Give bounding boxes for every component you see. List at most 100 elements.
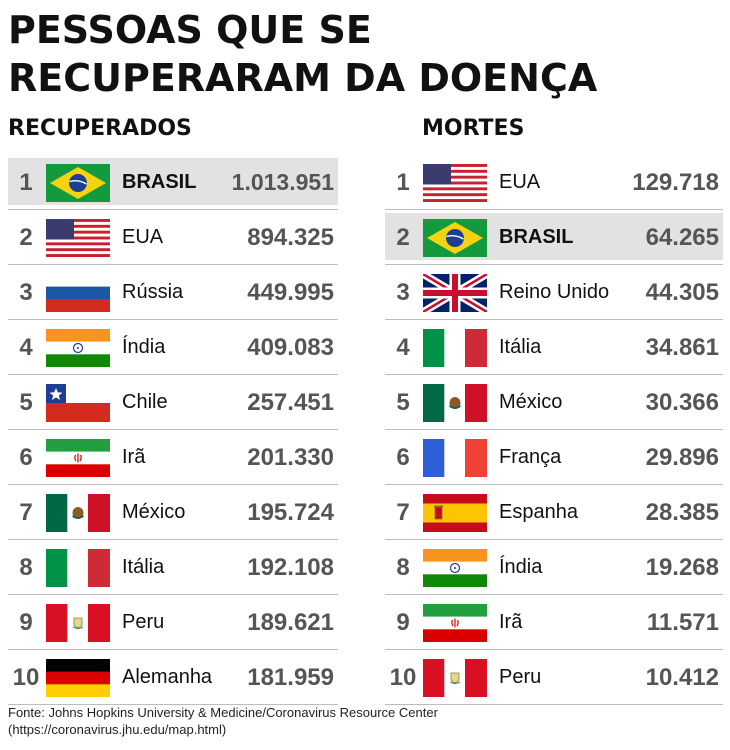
italy-flag-icon [423, 329, 487, 367]
table-row: 6 Irã 201.330 [8, 430, 338, 485]
count-value: 10.412 [645, 664, 719, 691]
rank-number: 10 [389, 664, 417, 691]
uk-flag-icon [423, 274, 487, 312]
country-name: Peru [499, 666, 542, 688]
table-row: 10 Peru 10.412 [385, 650, 723, 705]
rank-number: 9 [19, 609, 33, 636]
rank-number: 3 [19, 279, 33, 306]
chile-flag-icon [46, 384, 110, 422]
country-name: Alemanha [122, 666, 213, 688]
rank-number: 10 [12, 664, 40, 691]
count-value: 189.621 [247, 609, 334, 636]
mexico-flag-icon [423, 384, 487, 422]
count-value: 64.265 [645, 224, 719, 251]
country-name: Irã [499, 611, 523, 633]
rank-number: 6 [19, 444, 33, 471]
table-row: 7 México 195.724 [8, 485, 338, 540]
country-name: Itália [499, 336, 542, 358]
source-note: Fonte: Johns Hopkins University & Medici… [8, 704, 723, 738]
usa-flag-icon [46, 219, 110, 257]
country-name: Espanha [499, 501, 578, 523]
rank-number: 9 [396, 609, 410, 636]
table-row: 9 Irã 11.571 [385, 595, 723, 650]
title-line-2: RECUPERARAM DA DOENÇA [8, 56, 598, 100]
country-name: México [499, 391, 563, 413]
rank-number: 7 [19, 499, 33, 526]
source-line-2: (https://coronavirus.jhu.edu/map.html) [8, 722, 227, 737]
germany-flag-icon [46, 659, 110, 697]
count-value: 129.718 [632, 169, 719, 196]
count-value: 30.366 [645, 389, 719, 416]
rank-number: 5 [396, 389, 410, 416]
table-row: 3 Reino Unido 44.305 [385, 265, 723, 320]
rank-number: 3 [396, 279, 410, 306]
italy-flag-icon [46, 549, 110, 587]
table-row: 1 BRASIL 1.013.951 [8, 155, 338, 210]
country-name: Rússia [122, 281, 184, 303]
recovered-heading: RECUPERADOS [8, 116, 192, 141]
peru-flag-icon [423, 659, 487, 697]
table-row: 8 Itália 192.108 [8, 540, 338, 595]
iran-flag-icon [46, 439, 110, 477]
rank-number: 7 [396, 499, 410, 526]
page-title: PESSOAS QUE SE RECUPERARAM DA DOENÇA [8, 6, 728, 102]
count-value: 257.451 [247, 389, 334, 416]
title-line-1: PESSOAS QUE SE [8, 8, 372, 52]
spain-flag-icon [423, 494, 487, 532]
country-name: México [122, 501, 186, 523]
table-row: 2 EUA 894.325 [8, 210, 338, 265]
table-row: 8 Índia 19.268 [385, 540, 723, 595]
count-value: 409.083 [247, 334, 334, 361]
deaths-list: 1 EUA 129.718 2 BRASIL 64.265 3 Reino Unido 44.3… [385, 155, 723, 705]
brazil-flag-icon [423, 219, 487, 257]
table-row: 4 Itália 34.861 [385, 320, 723, 375]
russia-flag-icon [46, 274, 110, 312]
rank-number: 2 [396, 224, 410, 251]
count-value: 449.995 [247, 279, 334, 306]
count-value: 34.861 [645, 334, 719, 361]
country-name: França [499, 446, 562, 468]
count-value: 44.305 [645, 279, 719, 306]
table-row: 7 Espanha 28.385 [385, 485, 723, 540]
table-row: 4 Índia 409.083 [8, 320, 338, 375]
rank-number: 5 [19, 389, 33, 416]
table-row: 5 México 30.366 [385, 375, 723, 430]
count-value: 1.013.951 [231, 169, 334, 195]
rank-number: 6 [396, 444, 410, 471]
count-value: 19.268 [645, 554, 719, 581]
country-name: Peru [122, 611, 165, 633]
iran-flag-icon [423, 604, 487, 642]
source-line-1: Fonte: Johns Hopkins University & Medici… [8, 705, 438, 720]
country-name: Irã [122, 446, 146, 468]
country-name: Chile [122, 391, 168, 413]
table-row: 1 EUA 129.718 [385, 155, 723, 210]
usa-flag-icon [423, 164, 487, 202]
table-row: 10 Alemanha 181.959 [8, 650, 338, 705]
table-row: 9 Peru 189.621 [8, 595, 338, 650]
country-name: EUA [122, 226, 164, 248]
india-flag-icon [46, 329, 110, 367]
table-row: 2 BRASIL 64.265 [385, 210, 723, 265]
rank-number: 4 [396, 334, 410, 361]
count-value: 195.724 [247, 499, 334, 526]
country-name: BRASIL [122, 171, 197, 193]
rank-number: 2 [19, 224, 33, 251]
country-name: Índia [122, 336, 166, 358]
count-value: 192.108 [247, 554, 334, 581]
deaths-heading: MORTES [422, 116, 525, 141]
country-name: BRASIL [499, 226, 574, 248]
rank-number: 4 [19, 334, 33, 361]
country-name: EUA [499, 171, 541, 193]
rank-number: 8 [19, 554, 33, 581]
country-name: Reino Unido [499, 281, 610, 303]
count-value: 28.385 [645, 499, 719, 526]
table-row: 6 França 29.896 [385, 430, 723, 485]
peru-flag-icon [46, 604, 110, 642]
table-row: 3 Rússia 449.995 [8, 265, 338, 320]
rank-number: 8 [396, 554, 410, 581]
count-value: 29.896 [645, 444, 719, 471]
recovered-list: 1 BRASIL 1.013.951 2 EUA 894.325 3 Rússia 449.99… [8, 155, 338, 705]
india-flag-icon [423, 549, 487, 587]
count-value: 894.325 [247, 224, 334, 251]
brazil-flag-icon [46, 164, 110, 202]
